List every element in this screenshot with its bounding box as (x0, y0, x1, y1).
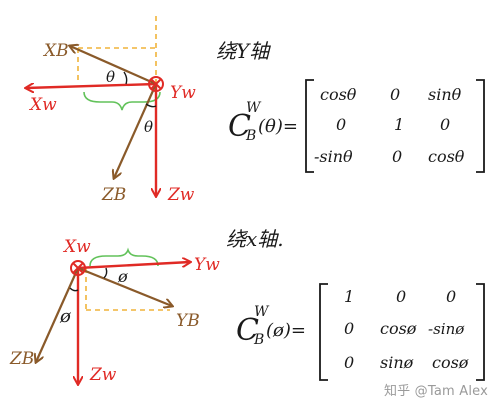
lhs-arg-y: (θ)= (258, 116, 298, 137)
heading-rotate-y: 绕Y轴 (216, 39, 271, 63)
diagram-rotate-y: XB Xw Yw ZB Zw θ θ (26, 16, 196, 205)
lhs-main-y: C (228, 109, 251, 144)
my-cell-0-1: 0 (390, 85, 400, 104)
phi-arc-lower (69, 287, 79, 292)
y-cross-origin-icon (148, 76, 164, 92)
label-yb: YB (176, 311, 200, 331)
label-xw: Xw (28, 95, 57, 115)
phi-arc-upper (103, 267, 108, 279)
my-cell-1-0: 0 (336, 115, 346, 134)
mx-cell-1-1: cosø (380, 319, 417, 338)
xb-axis (70, 46, 157, 86)
label-zw-x: Zw (89, 365, 117, 385)
yb-axis (77, 266, 172, 306)
heading-rotate-x: 绕x轴. (226, 227, 284, 251)
my-cell-0-0: cosθ (320, 85, 357, 104)
theta-arc-lower (145, 103, 157, 108)
matrix-rotate-x: C W B (ø)= 1 0 0 0 cosø -sinø 0 sinø cos… (236, 283, 485, 381)
theta-upper: θ (106, 68, 115, 86)
green-brace-x (89, 247, 159, 267)
watermark: 知乎 @Tam Alex (383, 384, 488, 399)
mx-cell-1-0: 0 (344, 319, 354, 338)
bracket-left-x (319, 283, 328, 381)
xw-axis (26, 84, 157, 88)
my-cell-1-2: 0 (440, 115, 450, 134)
zb-axis-x (36, 267, 80, 362)
yw-axis (77, 262, 190, 270)
label-zb: ZB (101, 185, 126, 205)
phi-upper: ø (117, 267, 128, 286)
green-brace (83, 91, 161, 111)
theta-lower: θ (144, 118, 153, 136)
label-zb-x: ZB (9, 349, 34, 369)
mx-cell-0-1: 0 (396, 287, 406, 306)
lhs-sup-y: W (246, 100, 262, 116)
mx-cell-2-2: cosø (432, 353, 469, 372)
lhs-main-x: C (236, 313, 259, 348)
label-yw: Yw (170, 83, 196, 103)
zb-axis (114, 83, 158, 178)
mx-cell-0-2: 0 (446, 287, 456, 306)
my-cell-2-1: 0 (392, 147, 402, 166)
x-cross-origin-icon (70, 260, 86, 276)
label-zw: Zw (167, 185, 195, 205)
my-cell-2-2: cosθ (428, 147, 465, 166)
label-xw-x: Xw (62, 237, 91, 257)
lhs-arg-x: (ø)= (266, 320, 306, 341)
bracket-right-y (476, 79, 485, 173)
lhs-sub-y: B (245, 128, 256, 144)
my-cell-1-1: 1 (394, 115, 404, 134)
label-yw-x: Yw (194, 255, 220, 275)
mx-cell-2-0: 0 (344, 353, 354, 372)
label-xb: XB (42, 41, 69, 61)
diagram-rotate-x: Xw Yw YB ZB Zw ø ø (9, 237, 220, 385)
my-cell-0-2: sinθ (428, 85, 462, 104)
bracket-left-y (305, 79, 314, 173)
bracket-right-x (476, 283, 485, 381)
theta-arc-upper (123, 71, 128, 85)
lhs-sup-x: W (254, 304, 270, 320)
mx-cell-1-2: -sinø (428, 320, 465, 338)
lhs-sub-x: B (253, 332, 264, 348)
matrix-rotate-y: C W B (θ)= cosθ 0 sinθ 0 1 0 -sinθ 0 cos… (228, 79, 485, 173)
phi-lower: ø (59, 306, 72, 327)
mx-cell-0-0: 1 (344, 287, 354, 306)
my-cell-2-0: -sinθ (314, 147, 353, 166)
mx-cell-2-1: sinø (380, 353, 414, 372)
